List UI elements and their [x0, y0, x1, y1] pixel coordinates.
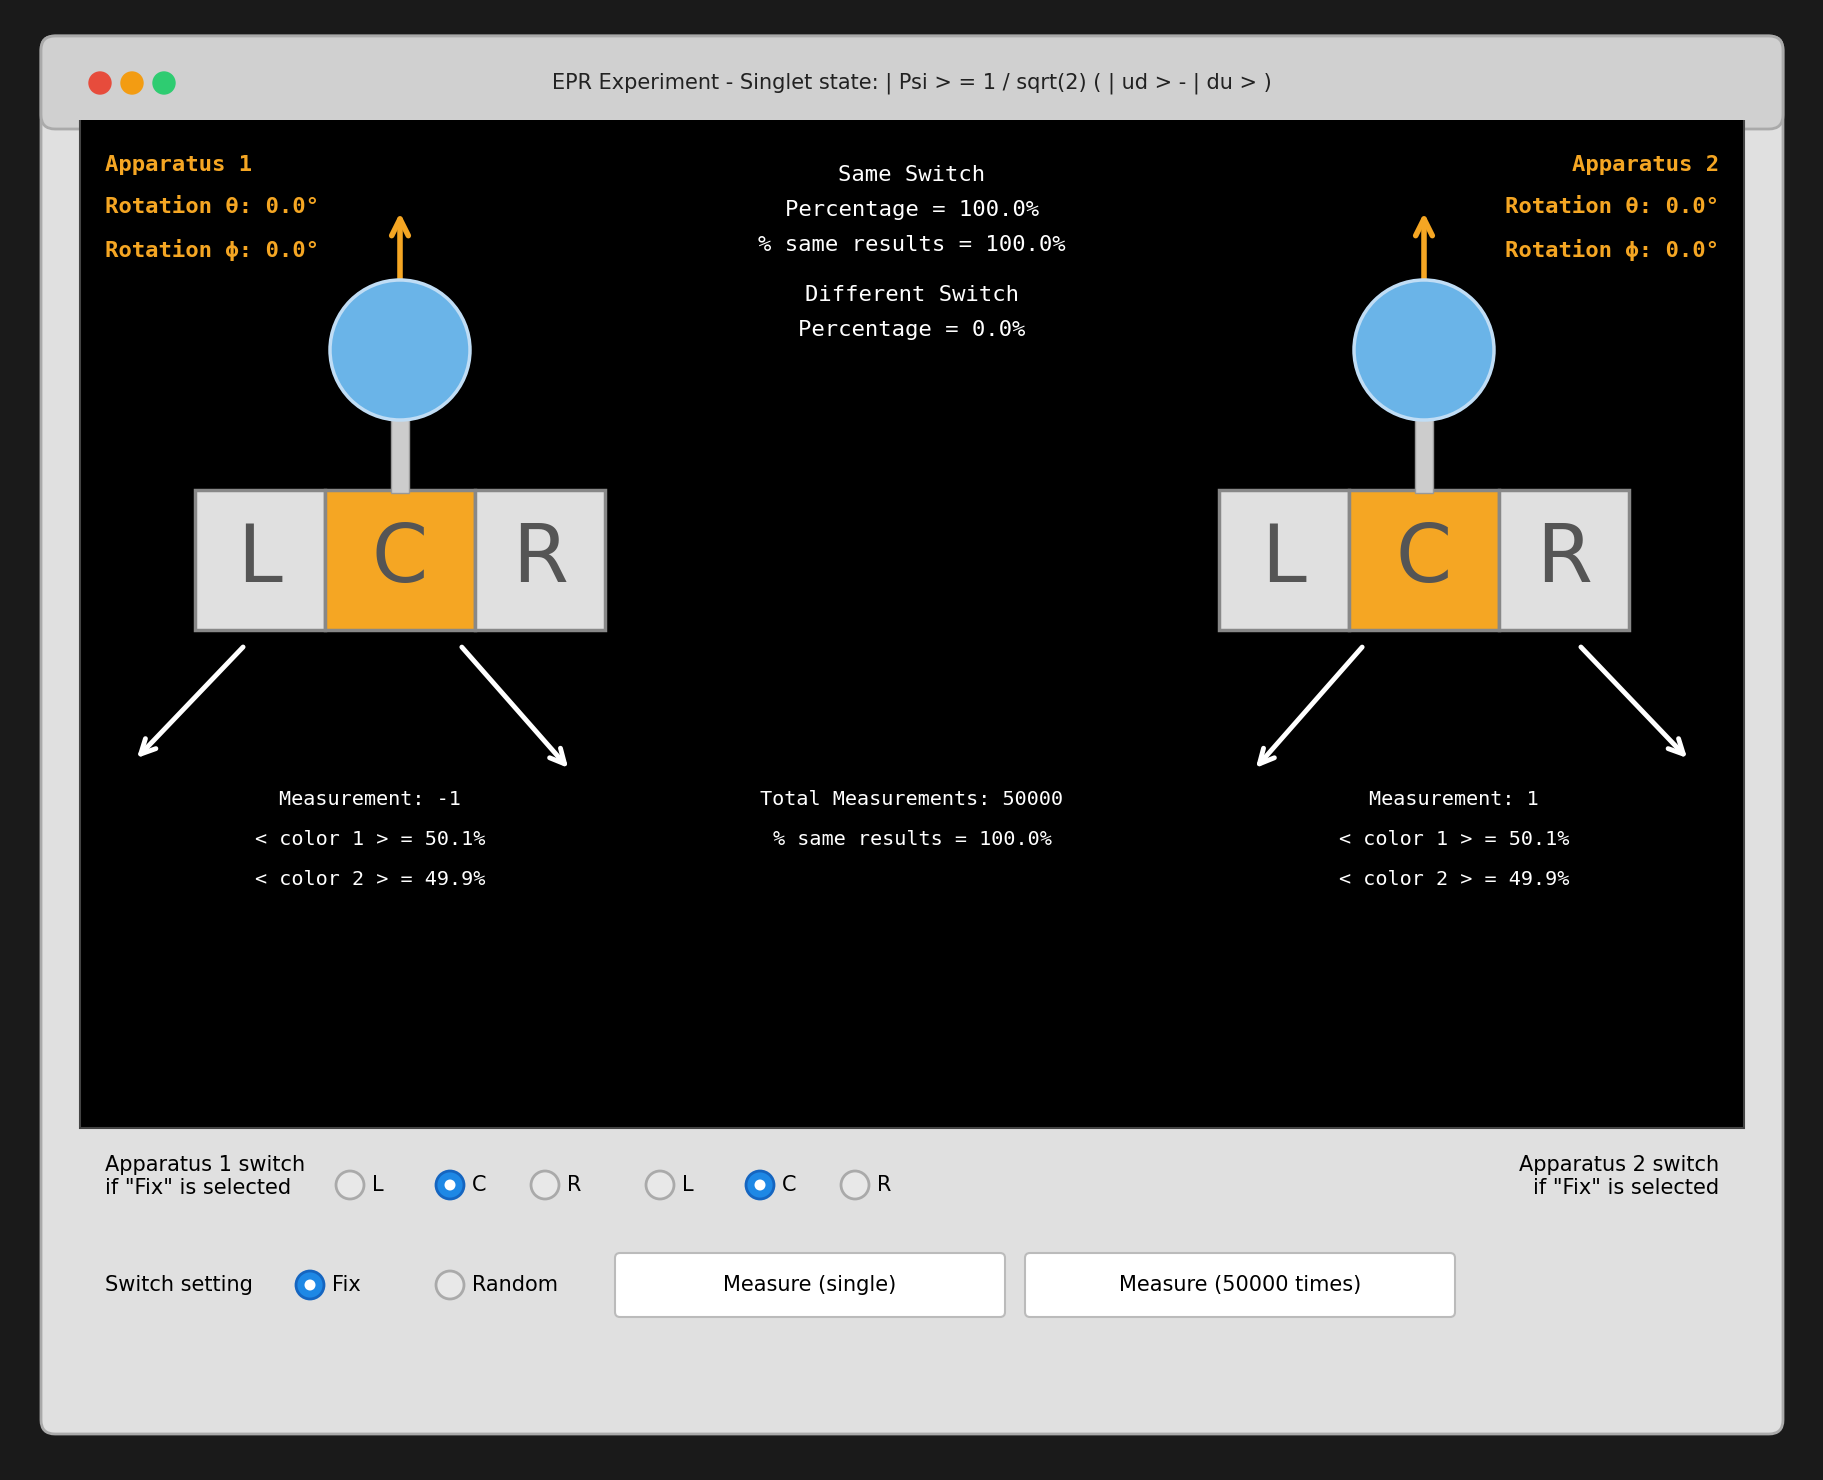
Bar	[390, 417, 408, 493]
Text: R: R	[1535, 521, 1591, 599]
Text: Apparatus 2: Apparatus 2	[1571, 155, 1717, 175]
Bar	[324, 490, 474, 630]
FancyBboxPatch shape	[40, 36, 1783, 129]
Text: Rotation ϕ: 0.0°: Rotation ϕ: 0.0°	[1504, 238, 1717, 260]
Circle shape	[840, 1171, 868, 1199]
Text: % same results = 100.0%: % same results = 100.0%	[773, 830, 1050, 850]
Text: Total Measurements: 50000: Total Measurements: 50000	[760, 790, 1063, 810]
Text: L: L	[372, 1175, 383, 1194]
Text: L: L	[682, 1175, 693, 1194]
Text: Measure (single): Measure (single)	[724, 1274, 897, 1295]
Bar	[55, 90, 1768, 120]
Text: < color 2 > = 49.9%: < color 2 > = 49.9%	[1338, 870, 1568, 889]
Text: Apparatus 2 switch
if "Fix" is selected: Apparatus 2 switch if "Fix" is selected	[1519, 1154, 1717, 1199]
Text: Measurement: 1: Measurement: 1	[1369, 790, 1539, 810]
Circle shape	[120, 73, 142, 95]
Text: Different Switch: Different Switch	[804, 286, 1019, 305]
Circle shape	[1353, 280, 1493, 420]
Text: Switch setting: Switch setting	[106, 1274, 253, 1295]
Circle shape	[746, 1171, 773, 1199]
Circle shape	[295, 1271, 324, 1299]
Circle shape	[645, 1171, 675, 1199]
Bar	[1499, 490, 1628, 630]
Text: L: L	[1262, 521, 1305, 599]
Text: < color 1 > = 50.1%: < color 1 > = 50.1%	[1338, 830, 1568, 850]
Bar	[474, 490, 605, 630]
Circle shape	[304, 1280, 315, 1291]
Circle shape	[436, 1171, 463, 1199]
Bar	[80, 118, 1743, 1128]
FancyBboxPatch shape	[40, 36, 1783, 1434]
Text: Rotation ϕ: 0.0°: Rotation ϕ: 0.0°	[106, 238, 319, 260]
Bar	[55, 50, 1768, 115]
Text: Apparatus 1 switch
if "Fix" is selected: Apparatus 1 switch if "Fix" is selected	[106, 1154, 304, 1199]
Text: C: C	[1395, 521, 1451, 599]
Text: EPR Experiment - Singlet state: | Psi > = 1 / sqrt(2) ( | ud > - | du > ): EPR Experiment - Singlet state: | Psi > …	[552, 73, 1271, 93]
FancyBboxPatch shape	[1025, 1254, 1455, 1317]
Circle shape	[335, 1171, 365, 1199]
Circle shape	[153, 73, 175, 95]
Text: Rotation θ: 0.0°: Rotation θ: 0.0°	[106, 197, 319, 218]
Text: Fix: Fix	[332, 1274, 361, 1295]
Text: Measurement: -1: Measurement: -1	[279, 790, 461, 810]
Text: Percentage = 100.0%: Percentage = 100.0%	[784, 200, 1039, 221]
Bar	[1349, 490, 1499, 630]
Circle shape	[330, 280, 470, 420]
Circle shape	[755, 1180, 766, 1190]
Text: L: L	[237, 521, 283, 599]
Text: Measure (50000 times): Measure (50000 times)	[1117, 1274, 1360, 1295]
Text: < color 1 > = 50.1%: < color 1 > = 50.1%	[255, 830, 485, 850]
Bar	[1415, 417, 1433, 493]
Text: < color 2 > = 49.9%: < color 2 > = 49.9%	[255, 870, 485, 889]
Text: C: C	[472, 1175, 487, 1194]
Text: % same results = 100.0%: % same results = 100.0%	[758, 235, 1065, 255]
Text: R: R	[567, 1175, 582, 1194]
Circle shape	[89, 73, 111, 95]
Circle shape	[445, 1180, 456, 1190]
Text: C: C	[372, 521, 428, 599]
Text: Apparatus 1: Apparatus 1	[106, 155, 252, 175]
Bar	[1218, 490, 1349, 630]
Text: C: C	[782, 1175, 797, 1194]
Text: R: R	[877, 1175, 891, 1194]
Circle shape	[530, 1171, 558, 1199]
Circle shape	[436, 1271, 463, 1299]
Bar	[195, 490, 324, 630]
FancyBboxPatch shape	[614, 1254, 1004, 1317]
Text: Percentage = 0.0%: Percentage = 0.0%	[798, 320, 1025, 340]
Text: Same Switch: Same Switch	[839, 164, 984, 185]
Text: Rotation θ: 0.0°: Rotation θ: 0.0°	[1504, 197, 1717, 218]
Text: Random: Random	[472, 1274, 558, 1295]
Text: R: R	[512, 521, 567, 599]
